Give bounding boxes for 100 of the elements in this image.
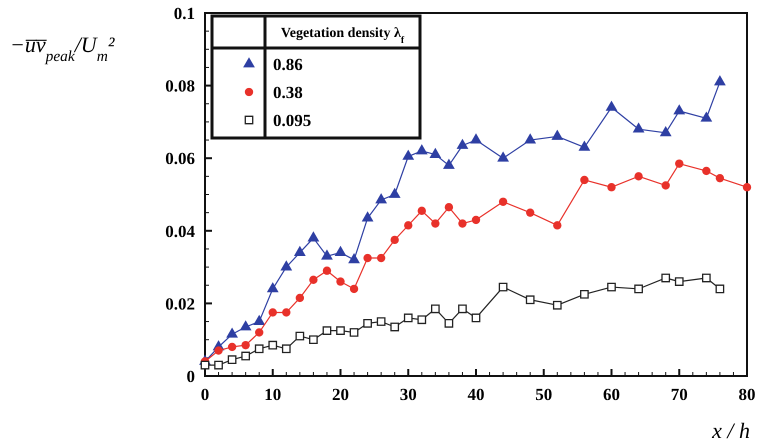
point	[334, 246, 346, 256]
point	[674, 277, 684, 286]
point	[472, 314, 480, 322]
point	[309, 276, 318, 284]
point	[255, 328, 264, 337]
point	[388, 188, 401, 198]
legend-label: 0.86	[273, 54, 303, 74]
point	[458, 219, 467, 228]
point	[662, 181, 670, 190]
point	[700, 111, 712, 122]
point	[444, 319, 454, 328]
x-tick-label: 30	[400, 385, 417, 404]
legend-label: 0.38	[273, 82, 303, 102]
point	[417, 315, 426, 324]
point	[431, 219, 440, 228]
point	[390, 322, 400, 332]
point	[675, 159, 684, 168]
point	[294, 246, 306, 256]
point	[350, 328, 358, 337]
point	[497, 151, 509, 162]
point	[553, 221, 562, 230]
point	[526, 295, 535, 304]
y-tick-label: 0.02	[165, 294, 195, 314]
y-tick-label: 0.04	[165, 222, 196, 241]
point	[702, 274, 711, 282]
point	[375, 193, 388, 204]
x-tick-label: 60	[603, 385, 620, 404]
y-tick-label: 0.08	[165, 76, 195, 96]
point	[348, 253, 360, 264]
point	[429, 148, 442, 158]
point	[673, 104, 686, 114]
point	[404, 221, 412, 230]
point	[322, 266, 332, 275]
point	[444, 203, 454, 212]
point	[580, 176, 589, 184]
point	[524, 133, 536, 144]
point	[498, 282, 508, 292]
point	[362, 211, 374, 222]
point	[578, 140, 590, 151]
point	[336, 326, 345, 335]
point	[214, 346, 223, 355]
point	[430, 304, 440, 314]
x-tick-label: 80	[738, 385, 756, 404]
point	[321, 249, 333, 260]
point	[350, 284, 358, 294]
point	[716, 174, 724, 182]
y-tick-label: 0	[186, 366, 195, 386]
point	[416, 144, 428, 154]
legend-title: Vegetation density λ$_{f}$	[280, 26, 405, 46]
point	[282, 308, 290, 317]
y-axis-title: −u̅v̅$_{peak}$/U$_{m}$²	[10, 32, 115, 64]
point	[390, 236, 399, 244]
point	[296, 294, 304, 302]
point	[661, 274, 670, 282]
point	[606, 100, 618, 111]
point	[280, 260, 292, 270]
point	[716, 284, 724, 294]
point	[456, 138, 468, 149]
point	[714, 75, 726, 86]
point	[309, 335, 318, 344]
point	[443, 158, 455, 169]
x-tick-label: 40	[468, 385, 484, 404]
point	[214, 360, 223, 370]
point	[551, 130, 564, 140]
point	[254, 344, 264, 354]
point	[268, 308, 277, 317]
point	[458, 304, 467, 314]
point	[308, 231, 320, 242]
x-tick-label: 20	[332, 385, 349, 404]
point	[702, 166, 711, 176]
point	[607, 183, 616, 192]
point	[552, 300, 562, 310]
point	[470, 133, 482, 144]
x-axis-title: x / h	[711, 418, 750, 443]
legend-label: 0.095	[273, 110, 312, 130]
point	[282, 344, 291, 354]
point	[336, 277, 345, 286]
x-tick-label: 70	[670, 385, 688, 404]
point	[363, 254, 372, 262]
point	[228, 342, 236, 352]
point	[322, 326, 332, 335]
point	[241, 352, 250, 360]
x-tick-label: 50	[535, 385, 552, 404]
x-tick-label: 10	[264, 385, 282, 404]
point	[526, 208, 534, 217]
y-tick-label: 0.1	[174, 4, 195, 23]
point	[607, 282, 616, 292]
point	[241, 340, 250, 350]
point	[200, 360, 210, 370]
point	[498, 198, 508, 206]
point	[376, 317, 386, 326]
point	[376, 254, 386, 262]
point	[268, 340, 278, 350]
point	[634, 284, 643, 294]
point	[402, 150, 414, 160]
point	[634, 172, 643, 181]
point	[266, 282, 279, 292]
point	[632, 122, 644, 133]
y-tick-label: 0.06	[165, 149, 195, 168]
x-tick-label: 0	[200, 385, 210, 404]
